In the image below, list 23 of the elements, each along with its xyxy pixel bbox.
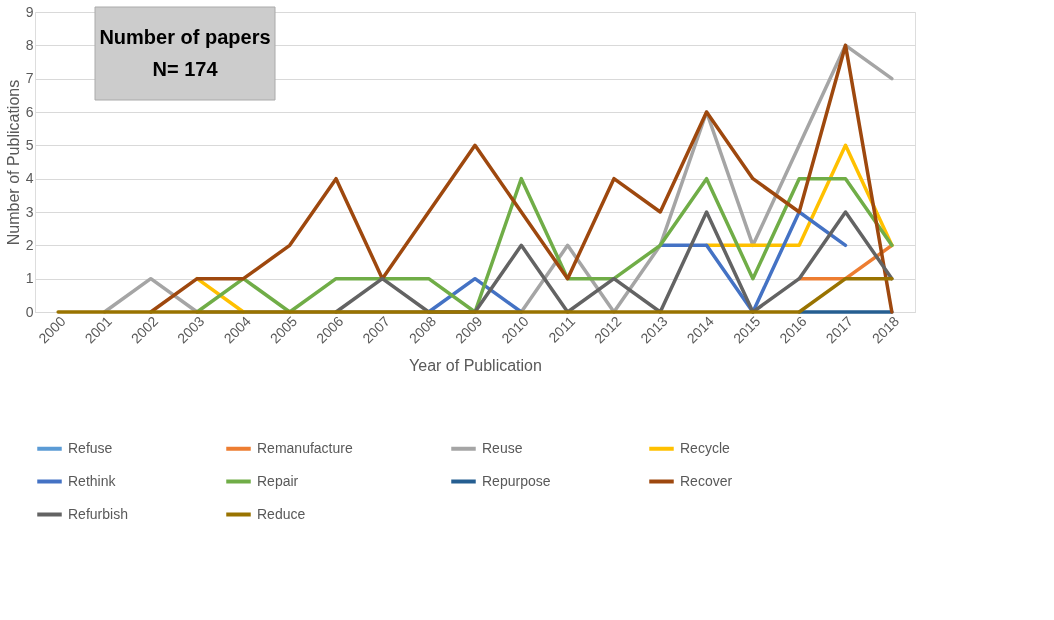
legend-label: Rethink xyxy=(68,472,117,489)
y-tick-label: 2 xyxy=(25,236,34,253)
y-tick-label: 9 xyxy=(25,3,34,20)
legend-label: Remanufacture xyxy=(257,439,353,456)
x-axis-title: Year of Publication xyxy=(409,357,542,375)
legend-label: Repair xyxy=(257,472,299,489)
y-tick-label: 7 xyxy=(25,70,34,87)
y-tick-label: 8 xyxy=(25,36,34,53)
legend-label: Repurpose xyxy=(482,472,551,489)
legend-label: Reduce xyxy=(257,505,306,522)
y-tick-label: 4 xyxy=(25,170,34,187)
y-tick-label: 0 xyxy=(25,303,34,320)
y-tick-label: 3 xyxy=(25,203,34,220)
legend-label: Refurbish xyxy=(68,505,128,522)
y-tick-label: 1 xyxy=(25,270,34,287)
y-axis-title: Number of Publications xyxy=(4,79,22,246)
annotation: Number of papers N= 174 xyxy=(99,26,271,80)
legend-label: Recover xyxy=(680,472,733,489)
legend-label: Reuse xyxy=(482,439,523,456)
y-tick-label: 6 xyxy=(25,103,34,120)
legend-label: Recycle xyxy=(680,439,731,456)
legend-label: Refuse xyxy=(68,439,113,456)
y-tick-label: 5 xyxy=(25,136,34,153)
